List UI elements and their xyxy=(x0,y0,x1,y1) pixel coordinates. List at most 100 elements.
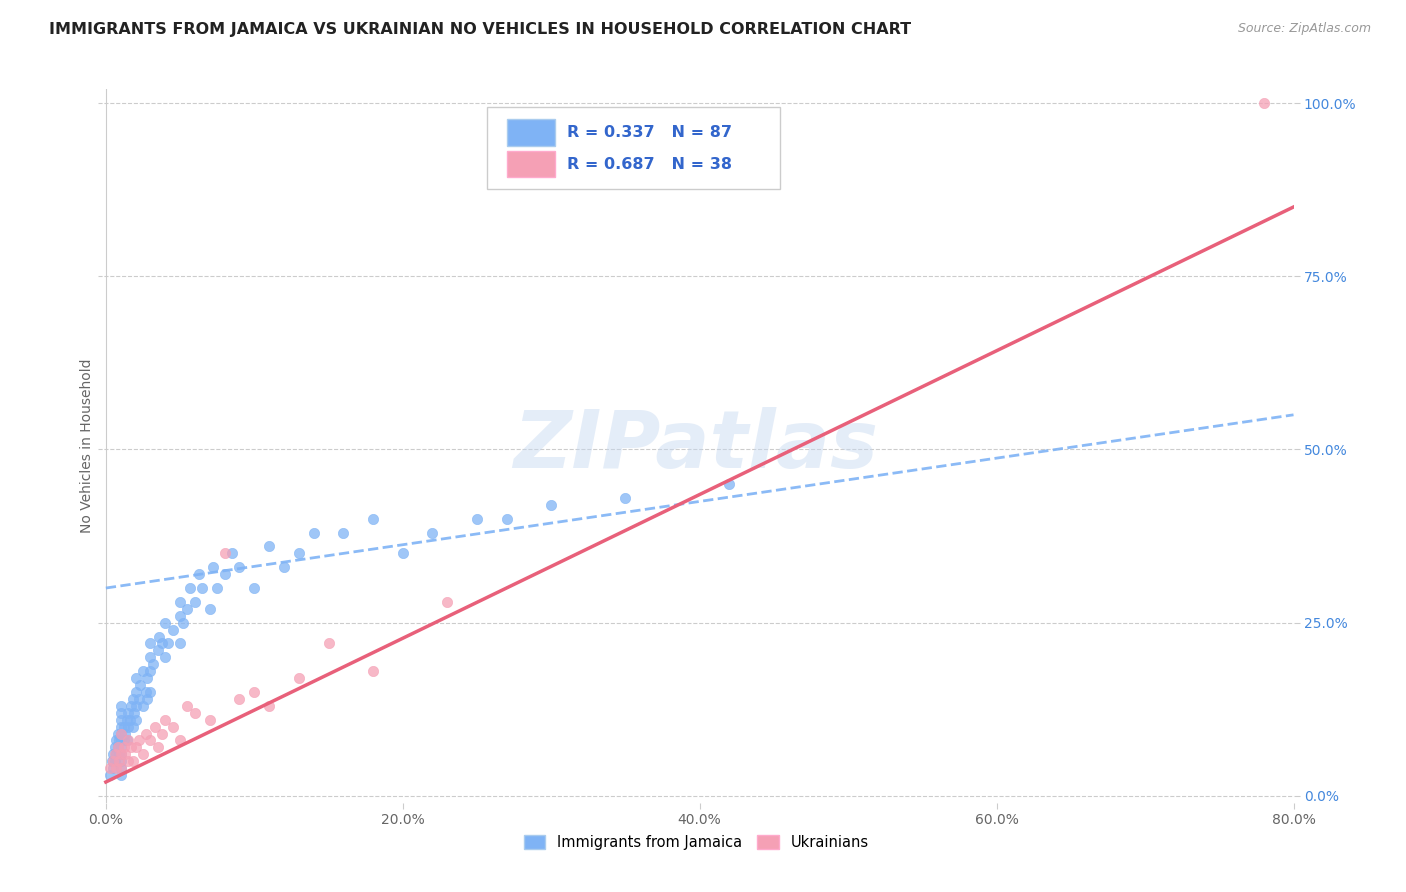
Point xyxy=(110,726,132,740)
Point xyxy=(718,477,741,491)
Point xyxy=(110,747,132,762)
Point xyxy=(198,602,221,616)
Point xyxy=(117,733,139,747)
Point xyxy=(105,733,128,747)
Point xyxy=(318,636,340,650)
FancyBboxPatch shape xyxy=(508,120,555,145)
Point xyxy=(495,512,517,526)
Point xyxy=(110,720,132,734)
Point xyxy=(148,630,170,644)
Point xyxy=(110,706,132,720)
Point xyxy=(124,740,146,755)
Point xyxy=(150,726,173,740)
Point xyxy=(228,560,250,574)
Point xyxy=(436,595,458,609)
Text: R = 0.337   N = 87: R = 0.337 N = 87 xyxy=(567,125,733,140)
Point xyxy=(114,747,136,762)
Point xyxy=(117,720,139,734)
Point xyxy=(118,713,141,727)
Point xyxy=(128,733,150,747)
Point xyxy=(110,733,132,747)
Point xyxy=(110,761,132,775)
Point xyxy=(124,685,146,699)
Point xyxy=(122,706,145,720)
Point xyxy=(1253,96,1275,111)
Point xyxy=(121,691,143,706)
Point xyxy=(110,761,132,775)
Point xyxy=(120,740,142,755)
Point xyxy=(135,726,157,740)
Point xyxy=(124,671,146,685)
Point xyxy=(172,615,194,630)
Point xyxy=(361,512,384,526)
Point xyxy=(155,615,177,630)
Text: Source: ZipAtlas.com: Source: ZipAtlas.com xyxy=(1237,22,1371,36)
Point xyxy=(157,636,180,650)
Point xyxy=(117,706,139,720)
Point xyxy=(214,546,236,560)
Point xyxy=(614,491,637,505)
Point xyxy=(540,498,562,512)
Point xyxy=(176,698,198,713)
Point xyxy=(103,761,125,775)
Point xyxy=(110,754,132,768)
Point xyxy=(124,713,146,727)
Point xyxy=(257,698,280,713)
Text: R = 0.687   N = 38: R = 0.687 N = 38 xyxy=(567,157,733,171)
Point xyxy=(422,525,444,540)
Point xyxy=(169,608,191,623)
Point xyxy=(120,698,142,713)
Point xyxy=(121,720,143,734)
Point xyxy=(124,698,146,713)
Point xyxy=(110,698,132,713)
Point xyxy=(104,747,127,762)
Point xyxy=(112,740,135,755)
Point xyxy=(114,726,136,740)
Point xyxy=(169,595,191,609)
Point xyxy=(139,664,162,678)
Point xyxy=(101,754,124,768)
Y-axis label: No Vehicles in Household: No Vehicles in Household xyxy=(80,359,94,533)
Point xyxy=(139,685,162,699)
Text: ZIPatlas: ZIPatlas xyxy=(513,407,879,485)
Point xyxy=(110,747,132,762)
Point xyxy=(110,740,132,755)
Point xyxy=(302,525,325,540)
Point xyxy=(136,691,159,706)
Point xyxy=(214,567,236,582)
Point xyxy=(103,754,125,768)
Point xyxy=(243,581,266,595)
Point xyxy=(103,747,125,762)
Point xyxy=(108,733,131,747)
Point xyxy=(112,720,135,734)
Point xyxy=(184,706,207,720)
Point xyxy=(105,747,128,762)
Point xyxy=(169,733,191,747)
Point xyxy=(108,747,131,762)
Point xyxy=(115,713,138,727)
Point xyxy=(162,720,184,734)
Point xyxy=(198,713,221,727)
FancyBboxPatch shape xyxy=(486,107,780,189)
Point xyxy=(205,581,228,595)
Point xyxy=(188,567,211,582)
Point xyxy=(104,740,127,755)
Point xyxy=(162,623,184,637)
Point xyxy=(139,733,162,747)
Point xyxy=(121,754,143,768)
Point xyxy=(112,733,135,747)
Point xyxy=(169,636,191,650)
Point xyxy=(257,540,280,554)
Point xyxy=(273,560,295,574)
Point xyxy=(155,713,177,727)
Point xyxy=(98,761,121,775)
Point xyxy=(117,754,139,768)
FancyBboxPatch shape xyxy=(508,151,555,177)
Point xyxy=(191,581,214,595)
Point xyxy=(201,560,224,574)
Point xyxy=(146,643,169,657)
Point xyxy=(288,546,311,560)
Point xyxy=(176,602,198,616)
Point xyxy=(146,740,169,755)
Point xyxy=(221,546,243,560)
